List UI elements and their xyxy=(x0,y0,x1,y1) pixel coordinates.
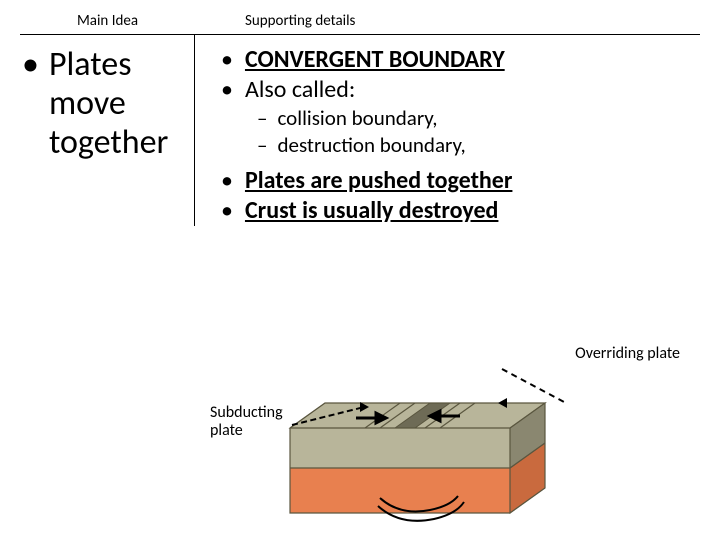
sd-text: Also called: xyxy=(245,75,355,105)
sd-item: • CONVERGENT BOUNDARY xyxy=(221,45,700,75)
label-overriding-plate: Overriding plate xyxy=(575,344,680,363)
sd-text: CONVERGENT BOUNDARY xyxy=(245,45,505,75)
bullet-icon: • xyxy=(221,166,233,196)
bullet-icon: • xyxy=(221,196,233,226)
dash-icon: – xyxy=(257,105,267,132)
arrowhead-icon xyxy=(360,402,369,412)
header-main-idea: Main Idea xyxy=(20,8,195,34)
supporting-details-column: • CONVERGENT BOUNDARY • Also called: – c… xyxy=(195,35,700,226)
bullet-icon: • xyxy=(22,45,39,162)
header-supporting-details: Supporting details xyxy=(195,8,700,34)
convergent-boundary-diagram: Overriding plate Subductingplate xyxy=(200,328,680,538)
sd-sub-text: destruction boundary, xyxy=(277,132,465,159)
main-idea-item: • Plates move together xyxy=(22,45,186,162)
sd-sub-text: collision boundary, xyxy=(277,105,437,132)
sd-text: Crust is usually destroyed xyxy=(245,196,498,226)
plate-diagram-svg xyxy=(260,358,550,528)
sd-item: • Crust is usually destroyed xyxy=(221,196,700,226)
dash-icon: – xyxy=(257,132,267,159)
sd-sub-item: – collision boundary, xyxy=(257,105,700,132)
bullet-icon: • xyxy=(221,75,233,105)
sd-sub-item: – destruction boundary, xyxy=(257,132,700,159)
bullet-icon: • xyxy=(221,45,233,75)
arrowhead-icon xyxy=(498,398,507,408)
sd-item: • Plates are pushed together xyxy=(221,166,700,196)
sd-text: Plates are pushed together xyxy=(245,166,512,196)
sd-item: • Also called: xyxy=(221,75,700,105)
main-idea-text: Plates move together xyxy=(49,45,186,162)
